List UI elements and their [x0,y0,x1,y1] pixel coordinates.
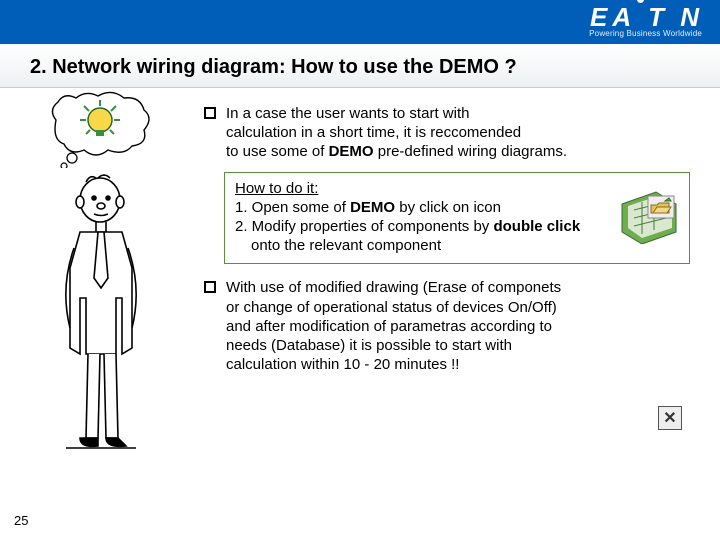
howto-box: How to do it: 1. Open some of DEMO by cl… [224,172,690,265]
b1-line2: calculation in a short time, it is recco… [226,124,521,141]
howto-l1-bold: DEMO [350,199,395,216]
content-area: In a case the user wants to start with c… [0,88,720,518]
page-number: 25 [14,513,28,528]
erase-icon: ✕ [658,406,682,430]
howto-l1-pre: 1. Open some of [235,199,350,216]
header-band: EAT N Powering Business Worldwide [0,0,720,44]
bullet-square-icon [204,107,216,119]
bullet-1: In a case the user wants to start with c… [204,104,690,162]
b2-line4: needs (Database) it is possible to start… [226,337,512,354]
open-demo-icon [647,195,675,219]
text-column: In a case the user wants to start with c… [204,104,690,374]
howto-l1-post: by click on icon [395,199,501,216]
logo-tagline: Powering Business Worldwide [589,29,702,38]
howto-l3: onto the relevant component [235,237,441,254]
slide-title: 2. Network wiring diagram: How to use th… [0,44,720,88]
b2-line3: and after modification of parametras acc… [226,318,552,335]
b1-line3-post: pre-defined wiring diagrams. [374,143,567,160]
bullet-square-icon [204,281,216,293]
bullet-2: With use of modified drawing (Erase of c… [204,278,690,374]
b1-line3-pre: to use some of [226,143,329,160]
b2-line5: calculation within 10 - 20 minutes !! [226,356,459,373]
b2-line1: With use of modified drawing (Erase of c… [226,279,561,296]
howto-l2-pre: 2. Modify properties of components by [235,218,493,235]
b1-line3-bold: DEMO [329,143,374,160]
b2-line2: or change of operational status of devic… [226,299,557,316]
b1-line1: In a case the user wants to start with [226,105,469,122]
howto-title: How to do it: [235,180,318,197]
brand-logo: EAT N Powering Business Worldwide [589,2,702,38]
person-illustration [36,148,166,463]
howto-l2-bold: double click [493,218,580,235]
